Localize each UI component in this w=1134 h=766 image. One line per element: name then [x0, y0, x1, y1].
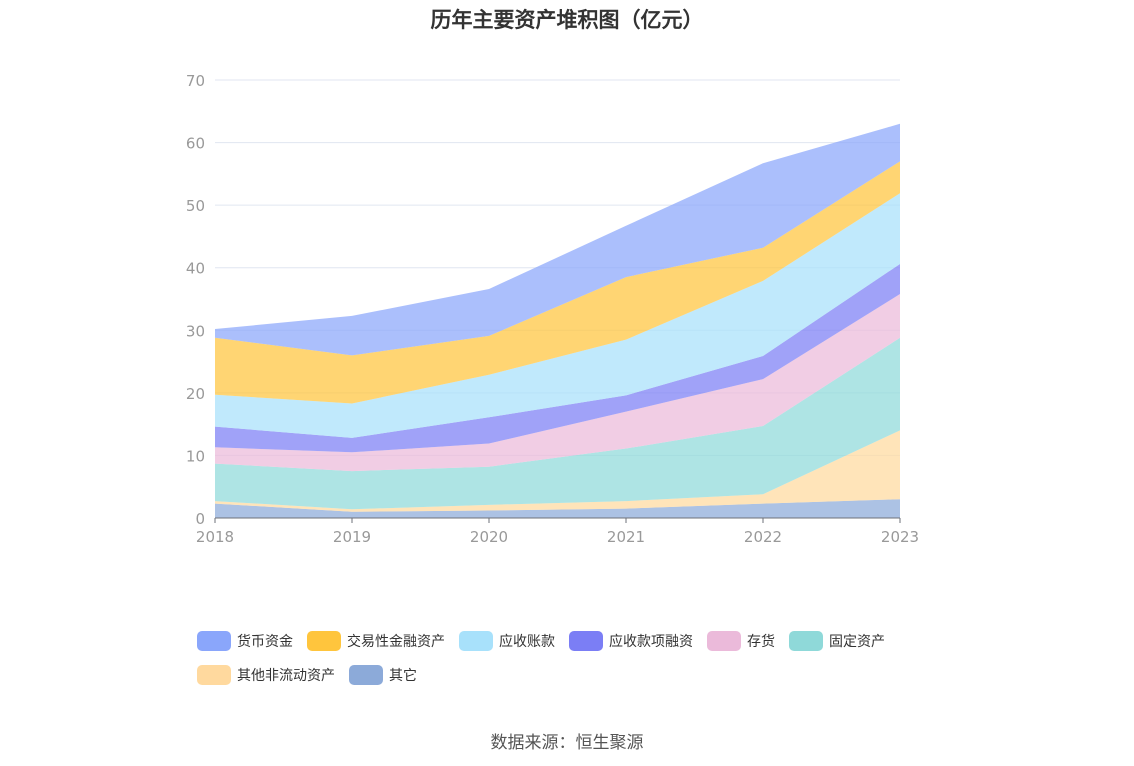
legend-item[interactable]: 其他非流动资产: [197, 664, 335, 686]
x-tick-label: 2018: [196, 528, 234, 546]
y-tick-label: 50: [186, 197, 205, 215]
legend-label: 其它: [389, 668, 417, 684]
legend-label: 应收款项融资: [609, 634, 693, 650]
legend-item[interactable]: 存货: [707, 630, 775, 652]
y-tick-label: 30: [186, 322, 205, 340]
chart-title: 历年主要资产堆积图（亿元）: [430, 8, 704, 32]
legend-swatch: [569, 631, 603, 651]
legend-item[interactable]: 交易性金融资产: [307, 630, 445, 652]
area-存货: [215, 293, 900, 472]
area-其它: [215, 499, 900, 518]
x-tick-label: 2023: [881, 528, 919, 546]
legend-item[interactable]: 应收账款: [459, 630, 555, 652]
area-货币资金: [215, 123, 900, 356]
legend-label: 应收账款: [499, 634, 555, 650]
legend-swatch: [349, 665, 383, 685]
legend-swatch: [707, 631, 741, 651]
legend-swatch: [197, 665, 231, 685]
legend-swatch: [197, 631, 231, 651]
legend-label: 存货: [747, 634, 775, 650]
area-固定资产: [215, 337, 900, 510]
x-tick-label: 2020: [470, 528, 508, 546]
legend: 货币资金 交易性金融资产 应收账款 应收款项融资 存货 固定资产其他非流动资产 其它: [197, 630, 977, 686]
legend-label: 货币资金: [237, 634, 293, 650]
x-tick-label: 2022: [744, 528, 782, 546]
legend-item[interactable]: 其它: [349, 664, 417, 686]
x-tick-label: 2019: [333, 528, 371, 546]
legend-swatch: [789, 631, 823, 651]
y-tick-label: 60: [186, 135, 205, 153]
y-tick-label: 0: [195, 510, 205, 528]
area-series: [215, 123, 900, 518]
area-应收账款: [215, 193, 900, 438]
legend-swatch: [307, 631, 341, 651]
legend-item[interactable]: 固定资产: [789, 630, 885, 652]
area-应收款项融资: [215, 263, 900, 453]
axes: 0 10 20 30 40 50 60 70 2018 2019 2020 2021 2022 2023: [186, 72, 919, 546]
y-tick-label: 10: [186, 447, 205, 465]
legend-item[interactable]: 应收款项融资: [569, 630, 693, 652]
x-tick-label: 2021: [607, 528, 645, 546]
legend-label: 交易性金融资产: [347, 634, 445, 650]
legend-item[interactable]: 货币资金: [197, 630, 293, 652]
y-tick-label: 70: [186, 72, 205, 90]
y-tick-label: 20: [186, 385, 205, 403]
data-source: 数据来源：恒生聚源: [490, 733, 644, 753]
legend-label: 固定资产: [829, 634, 885, 650]
legend-label: 其他非流动资产: [237, 668, 335, 684]
legend-swatch: [459, 631, 493, 651]
y-tick-label: 40: [186, 260, 205, 278]
area-交易性金融资产: [215, 161, 900, 404]
